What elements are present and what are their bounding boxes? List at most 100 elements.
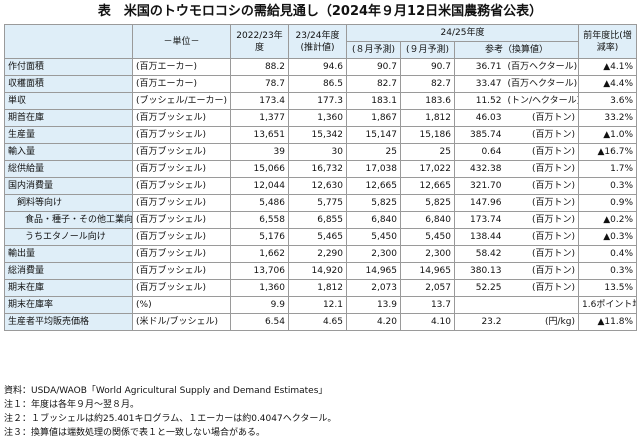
header-sep-forecast: (９月予測) xyxy=(400,41,455,59)
row-label: 期首在庫 xyxy=(4,109,133,127)
row-unit: (百万ブッシェル) xyxy=(132,109,231,127)
value-aug-forecast: 183.1 xyxy=(346,92,401,110)
row-label: 飼料等向け xyxy=(4,194,133,212)
value-2022: 1,662 xyxy=(230,245,289,263)
value-2022: 1,377 xyxy=(230,109,289,127)
value-2023: 1,360 xyxy=(288,109,347,127)
row-label: 輸入量 xyxy=(4,143,133,161)
value-2022: 6,558 xyxy=(230,211,289,229)
value-sep-forecast: 183.6 xyxy=(400,92,455,110)
row-label: 作付面積 xyxy=(4,58,133,76)
value-2023: 12.1 xyxy=(288,296,347,314)
value-yoy: ▲4.4% xyxy=(578,75,637,93)
value-yoy: 3.6% xyxy=(578,92,637,110)
value-converted: 11.52 xyxy=(454,92,505,110)
value-2023: 15,342 xyxy=(288,126,347,144)
value-yoy: 1.7% xyxy=(578,160,637,178)
converted-unit: (百万トン) xyxy=(504,279,579,297)
value-aug-forecast: 15,147 xyxy=(346,126,401,144)
value-converted: 173.74 xyxy=(454,211,505,229)
row-label: 生産者平均販売価格 xyxy=(4,313,133,331)
value-converted: 52.25 xyxy=(454,279,505,297)
table-row: 生産者平均販売価格 (米ドル/ブッシェル) 6.54 4.65 4.20 4.10 23.2… xyxy=(4,313,637,331)
converted-unit: (百万トン) xyxy=(504,211,579,229)
row-unit: (百万ブッシェル) xyxy=(132,228,231,246)
note-1: 注１：年度は各年９月～翌８月。 xyxy=(4,400,140,410)
converted-unit: (百万トン) xyxy=(504,245,579,263)
value-sep-forecast: 12,665 xyxy=(400,177,455,195)
value-sep-forecast: 6,840 xyxy=(400,211,455,229)
row-unit: (百万ブッシェル) xyxy=(132,245,231,263)
header-2024: 24/25年度 xyxy=(346,24,579,42)
value-2023: 14,920 xyxy=(288,262,347,280)
table-row: うちエタノール向け (百万ブッシェル) 5,176 5,465 5,450 5,450 13… xyxy=(4,228,637,246)
value-sep-forecast: 2,300 xyxy=(400,245,455,263)
table-row: 総消費量 (百万ブッシェル) 13,706 14,920 14,965 14,965 380… xyxy=(4,262,637,280)
row-label: 食品・種子・その他工業向け xyxy=(4,211,133,229)
converted-unit: (百万トン) xyxy=(504,126,579,144)
value-yoy: 0.9% xyxy=(578,194,637,212)
value-2022: 5,176 xyxy=(230,228,289,246)
value-yoy: ▲4.1% xyxy=(578,58,637,76)
table-row: 国内消費量 (百万ブッシェル) 12,044 12,630 12,665 12,665 32… xyxy=(4,177,637,195)
value-yoy: 33.2% xyxy=(578,109,637,127)
value-yoy: ▲1.0% xyxy=(578,126,637,144)
value-sep-forecast: 5,825 xyxy=(400,194,455,212)
converted-unit: (百万トン) xyxy=(504,143,579,161)
row-label: 輸出量 xyxy=(4,245,133,263)
row-label: うちエタノール向け xyxy=(4,228,133,246)
converted-unit xyxy=(504,296,579,314)
value-2022: 6.54 xyxy=(230,313,289,331)
row-label: 総供給量 xyxy=(4,160,133,178)
value-converted: 385.74 xyxy=(454,126,505,144)
page-title: 表 米国のトウモロコシの需給見通し（2024年９月12日米国農務省公表） xyxy=(97,4,543,19)
value-2023: 86.5 xyxy=(288,75,347,93)
header-unit: －単位－ xyxy=(132,24,231,59)
value-converted: 321.70 xyxy=(454,177,505,195)
converted-unit: (百万トン) xyxy=(504,109,579,127)
value-converted: 0.64 xyxy=(454,143,505,161)
row-unit: (百万ブッシェル) xyxy=(132,143,231,161)
value-2022: 15,066 xyxy=(230,160,289,178)
row-unit: (米ドル/ブッシェル) xyxy=(132,313,231,331)
note-source: 資料：USDA/WAOB「World Agricultural Supply a… xyxy=(4,386,328,396)
value-converted: 23.2 xyxy=(454,313,505,331)
supply-demand-table: －単位－ 2022/23年度 23/24年度(推計値) 24/25年度 前年度比… xyxy=(4,24,637,331)
value-2023: 5,465 xyxy=(288,228,347,246)
value-sep-forecast: 14,965 xyxy=(400,262,455,280)
value-aug-forecast: 82.7 xyxy=(346,75,401,93)
value-sep-forecast: 1,812 xyxy=(400,109,455,127)
value-2023: 12,630 xyxy=(288,177,347,195)
value-yoy: 0.3% xyxy=(578,177,637,195)
value-aug-forecast: 25 xyxy=(346,143,401,161)
value-yoy: 0.4% xyxy=(578,245,637,263)
value-2023: 1,812 xyxy=(288,279,347,297)
value-2022: 39 xyxy=(230,143,289,161)
converted-unit: (百万トン) xyxy=(504,160,579,178)
converted-unit: (百万トン) xyxy=(504,177,579,195)
converted-unit: (百万ヘクタール) xyxy=(504,58,579,76)
table-row: 飼料等向け (百万ブッシェル) 5,486 5,775 5,825 5,825 147.96… xyxy=(4,194,637,212)
table-row: 収穫面積 (百万エーカー) 78.7 86.5 82.7 82.7 33.47 (百万ヘクター… xyxy=(4,75,637,93)
value-sep-forecast: 2,057 xyxy=(400,279,455,297)
value-2022: 9.9 xyxy=(230,296,289,314)
value-sep-forecast: 15,186 xyxy=(400,126,455,144)
value-sep-forecast: 5,450 xyxy=(400,228,455,246)
value-sep-forecast: 13.7 xyxy=(400,296,455,314)
value-yoy: ▲0.2% xyxy=(578,211,637,229)
row-label: 国内消費量 xyxy=(4,177,133,195)
converted-unit: (円/kg) xyxy=(504,313,579,331)
row-unit: (%) xyxy=(132,296,231,314)
value-2023: 4.65 xyxy=(288,313,347,331)
notes: 資料：USDA/WAOB「World Agricultural Supply a… xyxy=(4,384,336,440)
converted-unit: (百万トン) xyxy=(504,262,579,280)
value-2022: 78.7 xyxy=(230,75,289,93)
table-row: 輸入量 (百万ブッシェル) 39 30 25 25 0.64 (百万トン) ▲16.7% xyxy=(4,143,637,161)
value-yoy: ▲16.7% xyxy=(578,143,637,161)
table-row: 単収 (ブッシェル/エーカー) 173.4 177.3 183.1 183.6 11.52(… xyxy=(4,92,637,110)
value-2023: 2,290 xyxy=(288,245,347,263)
header-item-blank xyxy=(4,24,133,59)
row-unit: (百万ブッシェル) xyxy=(132,279,231,297)
row-unit: (百万ブッシェル) xyxy=(132,211,231,229)
value-2023: 5,775 xyxy=(288,194,347,212)
